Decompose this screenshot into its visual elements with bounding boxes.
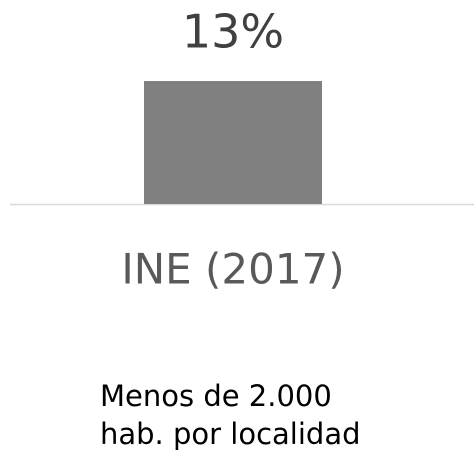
category-label: INE (2017) bbox=[121, 245, 344, 294]
data-label: 13% bbox=[182, 5, 284, 59]
annotation: hab. por localidad bbox=[100, 417, 361, 451]
annotation: Menos de 2.000 bbox=[100, 379, 332, 413]
bar bbox=[144, 81, 322, 204]
